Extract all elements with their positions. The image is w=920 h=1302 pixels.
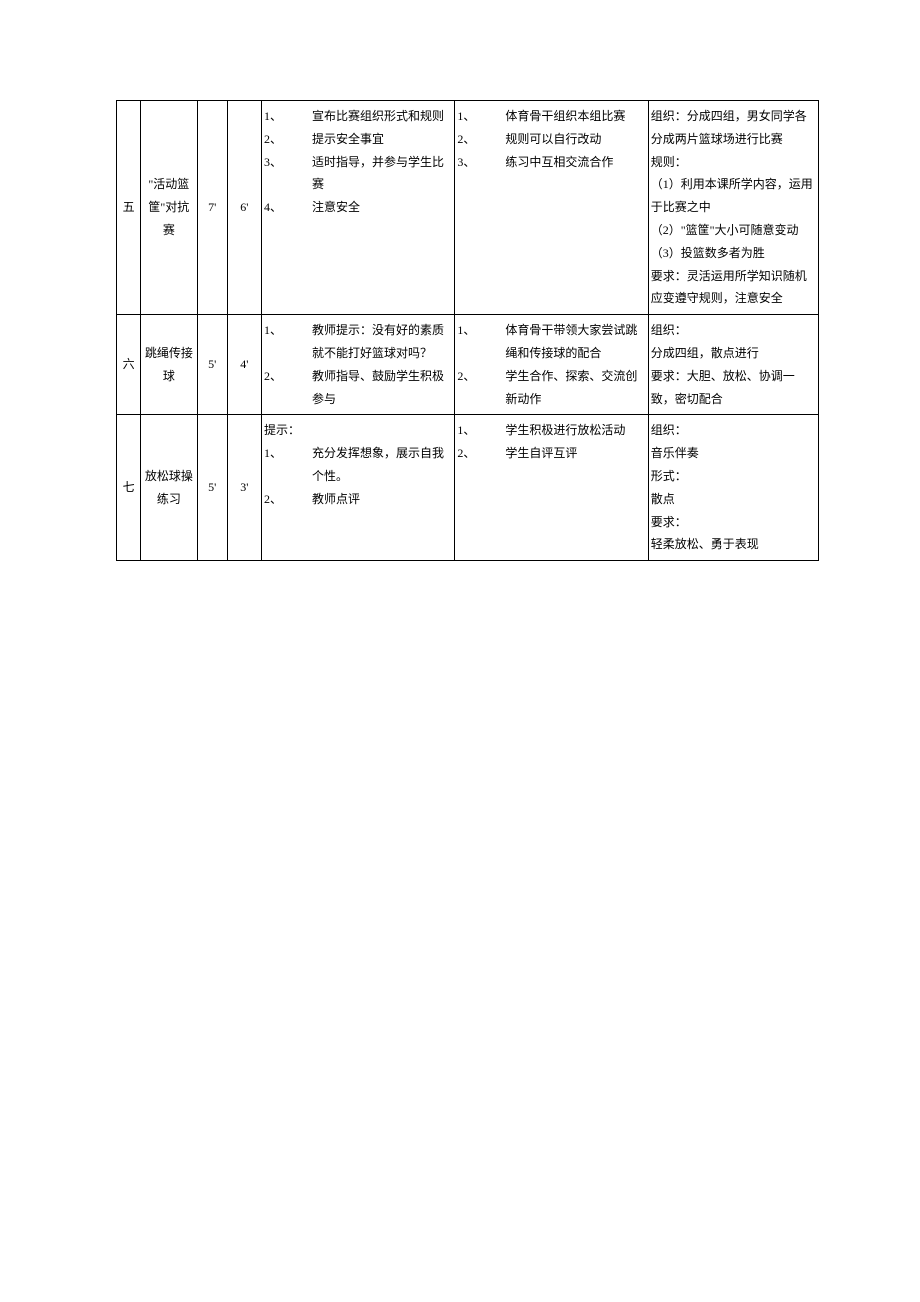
item-text: 教师提示：没有好的素质就不能打好篮球对吗？: [284, 319, 452, 365]
table-row: 六 跳绳传接球 5' 4' 1、教师提示：没有好的素质就不能打好篮球对吗？ 2、…: [117, 315, 819, 415]
item-number: 2、: [264, 128, 284, 151]
item-number: 4、: [264, 196, 284, 219]
item-text: 提示安全事宜: [284, 128, 452, 151]
item-text: 练习中互相交流合作: [477, 151, 645, 174]
org-line: （2）"篮筐"大小可随意变动: [651, 219, 816, 242]
time-actual: 4': [227, 315, 261, 415]
activity-name: 放松球操练习: [141, 415, 197, 561]
org-line: 形式：: [651, 465, 816, 488]
time-actual: 3': [227, 415, 261, 561]
item-number: 3、: [457, 151, 477, 174]
item-text: 注意安全: [284, 196, 452, 219]
row-number: 七: [117, 415, 141, 561]
item-number: 1、: [264, 319, 284, 342]
teacher-activity: 1、宣布比赛组织形式和规则 2、提示安全事宜 3、适时指导，并参与学生比赛 4、…: [262, 101, 455, 315]
teacher-activity: 提示： 1、充分发挥想象，展示自我个性。 2、教师点评: [262, 415, 455, 561]
item-number: 1、: [457, 419, 477, 442]
item-text: 学生自评互评: [477, 442, 645, 465]
item-text: 充分发挥想象，展示自我个性。: [284, 442, 452, 488]
org-line: 音乐伴奏: [651, 442, 816, 465]
lesson-plan-table: 五 "活动篮筐"对抗赛 7' 6' 1、宣布比赛组织形式和规则 2、提示安全事宜…: [116, 100, 819, 561]
organization-requirements: 组织： 音乐伴奏 形式： 散点 要求： 轻柔放松、勇于表现: [648, 415, 818, 561]
item-number: 3、: [264, 151, 284, 174]
item-number: 1、: [264, 105, 284, 128]
item-text: 宣布比赛组织形式和规则: [284, 105, 452, 128]
item-number: 1、: [457, 105, 477, 128]
item-number: 2、: [457, 442, 477, 465]
item-number: 2、: [264, 365, 284, 388]
student-activity: 1、学生积极进行放松活动 2、学生自评互评: [455, 415, 648, 561]
teacher-activity: 1、教师提示：没有好的素质就不能打好篮球对吗？ 2、教师指导、鼓励学生积极参与: [262, 315, 455, 415]
org-line: 组织：: [651, 419, 816, 442]
item-text: 学生合作、探索、交流创新动作: [477, 365, 645, 411]
item-number: 2、: [264, 488, 284, 511]
organization-requirements: 组织： 分成四组，散点进行 要求：大胆、放松、协调一致，密切配合: [648, 315, 818, 415]
item-number: 1、: [264, 442, 284, 465]
time-allocated: 5': [197, 415, 227, 561]
table-row: 五 "活动篮筐"对抗赛 7' 6' 1、宣布比赛组织形式和规则 2、提示安全事宜…: [117, 101, 819, 315]
item-text: 教师点评: [284, 488, 452, 511]
item-number: 1、: [457, 319, 477, 342]
item-number: 2、: [457, 128, 477, 151]
item-text: 适时指导，并参与学生比赛: [284, 151, 452, 197]
item-text: 学生积极进行放松活动: [477, 419, 645, 442]
org-line: 组织：分成四组，男女同学各分成两片篮球场进行比赛: [651, 105, 816, 151]
org-line: （1）利用本课所学内容，运用于比赛之中: [651, 173, 816, 219]
org-line: 组织：: [651, 319, 816, 342]
organization-requirements: 组织：分成四组，男女同学各分成两片篮球场进行比赛 规则： （1）利用本课所学内容…: [648, 101, 818, 315]
item-number: 2、: [457, 365, 477, 388]
org-line: 分成四组，散点进行: [651, 342, 816, 365]
time-actual: 6': [227, 101, 261, 315]
org-line: 散点: [651, 488, 816, 511]
item-text: 体育骨干组织本组比赛: [477, 105, 645, 128]
time-allocated: 5': [197, 315, 227, 415]
student-activity: 1、体育骨干带领大家尝试跳绳和传接球的配合 2、学生合作、探索、交流创新动作: [455, 315, 648, 415]
time-allocated: 7': [197, 101, 227, 315]
item-text: 规则可以自行改动: [477, 128, 645, 151]
org-line: 要求：大胆、放松、协调一致，密切配合: [651, 365, 816, 411]
org-line: 轻柔放松、勇于表现: [651, 533, 816, 556]
table-row: 七 放松球操练习 5' 3' 提示： 1、充分发挥想象，展示自我个性。 2、教师…: [117, 415, 819, 561]
activity-name: "活动篮筐"对抗赛: [141, 101, 197, 315]
row-number: 五: [117, 101, 141, 315]
item-text: 体育骨干带领大家尝试跳绳和传接球的配合: [477, 319, 645, 365]
row-number: 六: [117, 315, 141, 415]
student-activity: 1、体育骨干组织本组比赛 2、规则可以自行改动 3、练习中互相交流合作: [455, 101, 648, 315]
org-line: 要求：灵活运用所学知识随机应变遵守规则，注意安全: [651, 265, 816, 311]
org-line: （3）投篮数多者为胜: [651, 242, 816, 265]
prefix-line: 提示：: [264, 419, 452, 442]
activity-name: 跳绳传接球: [141, 315, 197, 415]
item-text: 教师指导、鼓励学生积极参与: [284, 365, 452, 411]
org-line: 要求：: [651, 511, 816, 534]
org-line: 规则：: [651, 151, 816, 174]
